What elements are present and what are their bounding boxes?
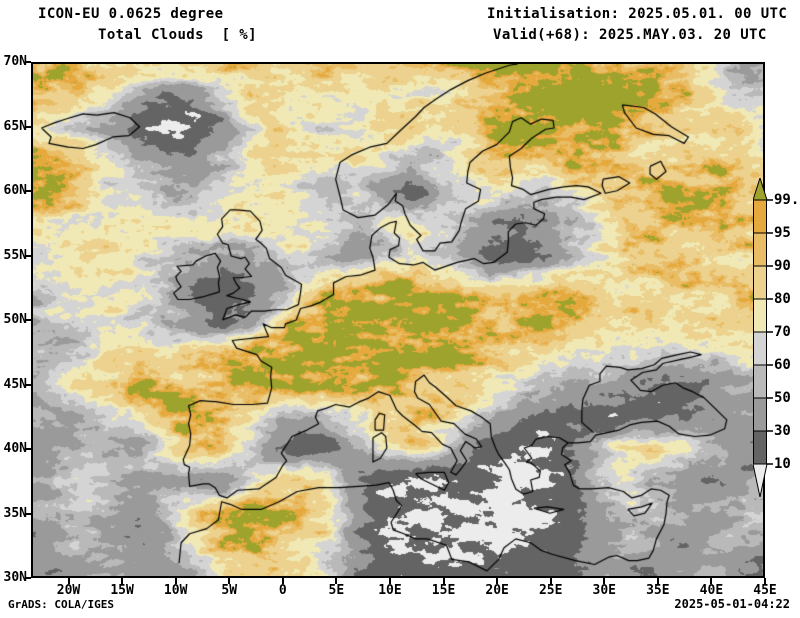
legend-colorbar: [752, 176, 775, 501]
x-axis-tick: [442, 578, 445, 584]
colorbar-segment: [753, 232, 767, 267]
legend-value-label: 70: [774, 324, 791, 340]
x-axis-tick: [335, 578, 338, 584]
field-title: Total Clouds [ %]: [98, 27, 257, 43]
y-axis-label: 55N: [3, 247, 27, 263]
x-axis-tick: [67, 578, 70, 584]
legend-value-label: 10: [774, 456, 791, 472]
colorbar-svg: [752, 176, 773, 498]
colorbar-segment: [753, 430, 767, 465]
y-axis-label: 30N: [3, 570, 27, 585]
y-axis-label: 70N: [3, 54, 27, 69]
colorbar-segment: [753, 265, 767, 300]
x-axis-tick: [281, 578, 284, 584]
map-plot-area: [31, 62, 765, 578]
x-axis-label: 45E: [753, 583, 777, 598]
x-axis-tick: [549, 578, 552, 584]
legend-value-label: 90: [774, 258, 791, 274]
x-axis-label: 10E: [378, 583, 402, 598]
x-axis-label: 15W: [110, 583, 134, 598]
x-axis-tick: [496, 578, 499, 584]
colorbar-segment: [753, 364, 767, 399]
model-title: ICON-EU 0.0625 degree: [38, 6, 224, 22]
colorbar-segment: [753, 199, 767, 234]
x-axis-label: 15E: [431, 583, 456, 598]
x-axis-label: 35E: [646, 583, 670, 598]
x-axis-label: 20E: [485, 583, 509, 598]
cloud-raster-canvas: [33, 64, 763, 576]
x-axis-tick: [764, 578, 766, 584]
y-axis-tick: [25, 61, 31, 63]
y-axis-label: 45N: [3, 376, 27, 392]
colorbar-segment: [753, 397, 767, 432]
y-axis-tick: [25, 125, 31, 128]
y-axis-label: 50N: [3, 312, 27, 327]
x-axis-label: 40E: [699, 583, 724, 598]
legend-value-label: 99.5: [774, 192, 800, 208]
x-axis-label: 25E: [538, 583, 563, 598]
x-axis-tick: [174, 578, 177, 584]
legend-value-label: 95: [774, 225, 791, 241]
x-axis-label: 5W: [221, 583, 238, 598]
legend-value-label: 30: [774, 423, 791, 439]
y-axis-tick: [25, 448, 31, 450]
x-axis-tick: [388, 578, 391, 584]
x-axis-label: 30E: [592, 583, 617, 598]
initialisation-time: Initialisation: 2025.05.01. 00 UTC: [487, 6, 788, 22]
legend-value-label: 50: [774, 390, 791, 406]
colorbar-segment: [753, 298, 767, 333]
y-axis-tick: [25, 319, 31, 321]
x-axis-tick: [121, 578, 124, 584]
x-axis-label: 20W: [56, 583, 81, 598]
x-axis-tick: [656, 578, 659, 584]
x-axis-tick: [228, 578, 231, 584]
valid-time: Valid(+68): 2025.MAY.03. 20 UTC: [493, 27, 767, 43]
y-axis-label: 35N: [3, 505, 27, 521]
creation-timestamp: 2025-05-01-04:22: [674, 597, 790, 611]
y-axis-tick: [25, 512, 31, 515]
colorbar-segment: [753, 331, 767, 366]
grads-credit: GrADS: COLA/IGES: [8, 598, 114, 611]
legend-value-label: 60: [774, 357, 791, 373]
y-axis-label: 65N: [3, 118, 27, 134]
x-axis-label: 0: [278, 583, 287, 598]
y-axis-tick: [25, 190, 31, 192]
y-axis-tick: [25, 577, 31, 579]
y-axis-tick: [25, 383, 31, 386]
x-axis-tick: [710, 578, 713, 584]
x-axis-tick: [603, 578, 606, 584]
y-axis-label: 40N: [3, 441, 27, 456]
legend-value-label: 80: [774, 291, 791, 307]
y-axis-tick: [25, 254, 31, 257]
y-axis-label: 60N: [3, 183, 27, 198]
x-axis-label: 10W: [163, 583, 188, 598]
x-axis-label: 5E: [328, 583, 345, 598]
